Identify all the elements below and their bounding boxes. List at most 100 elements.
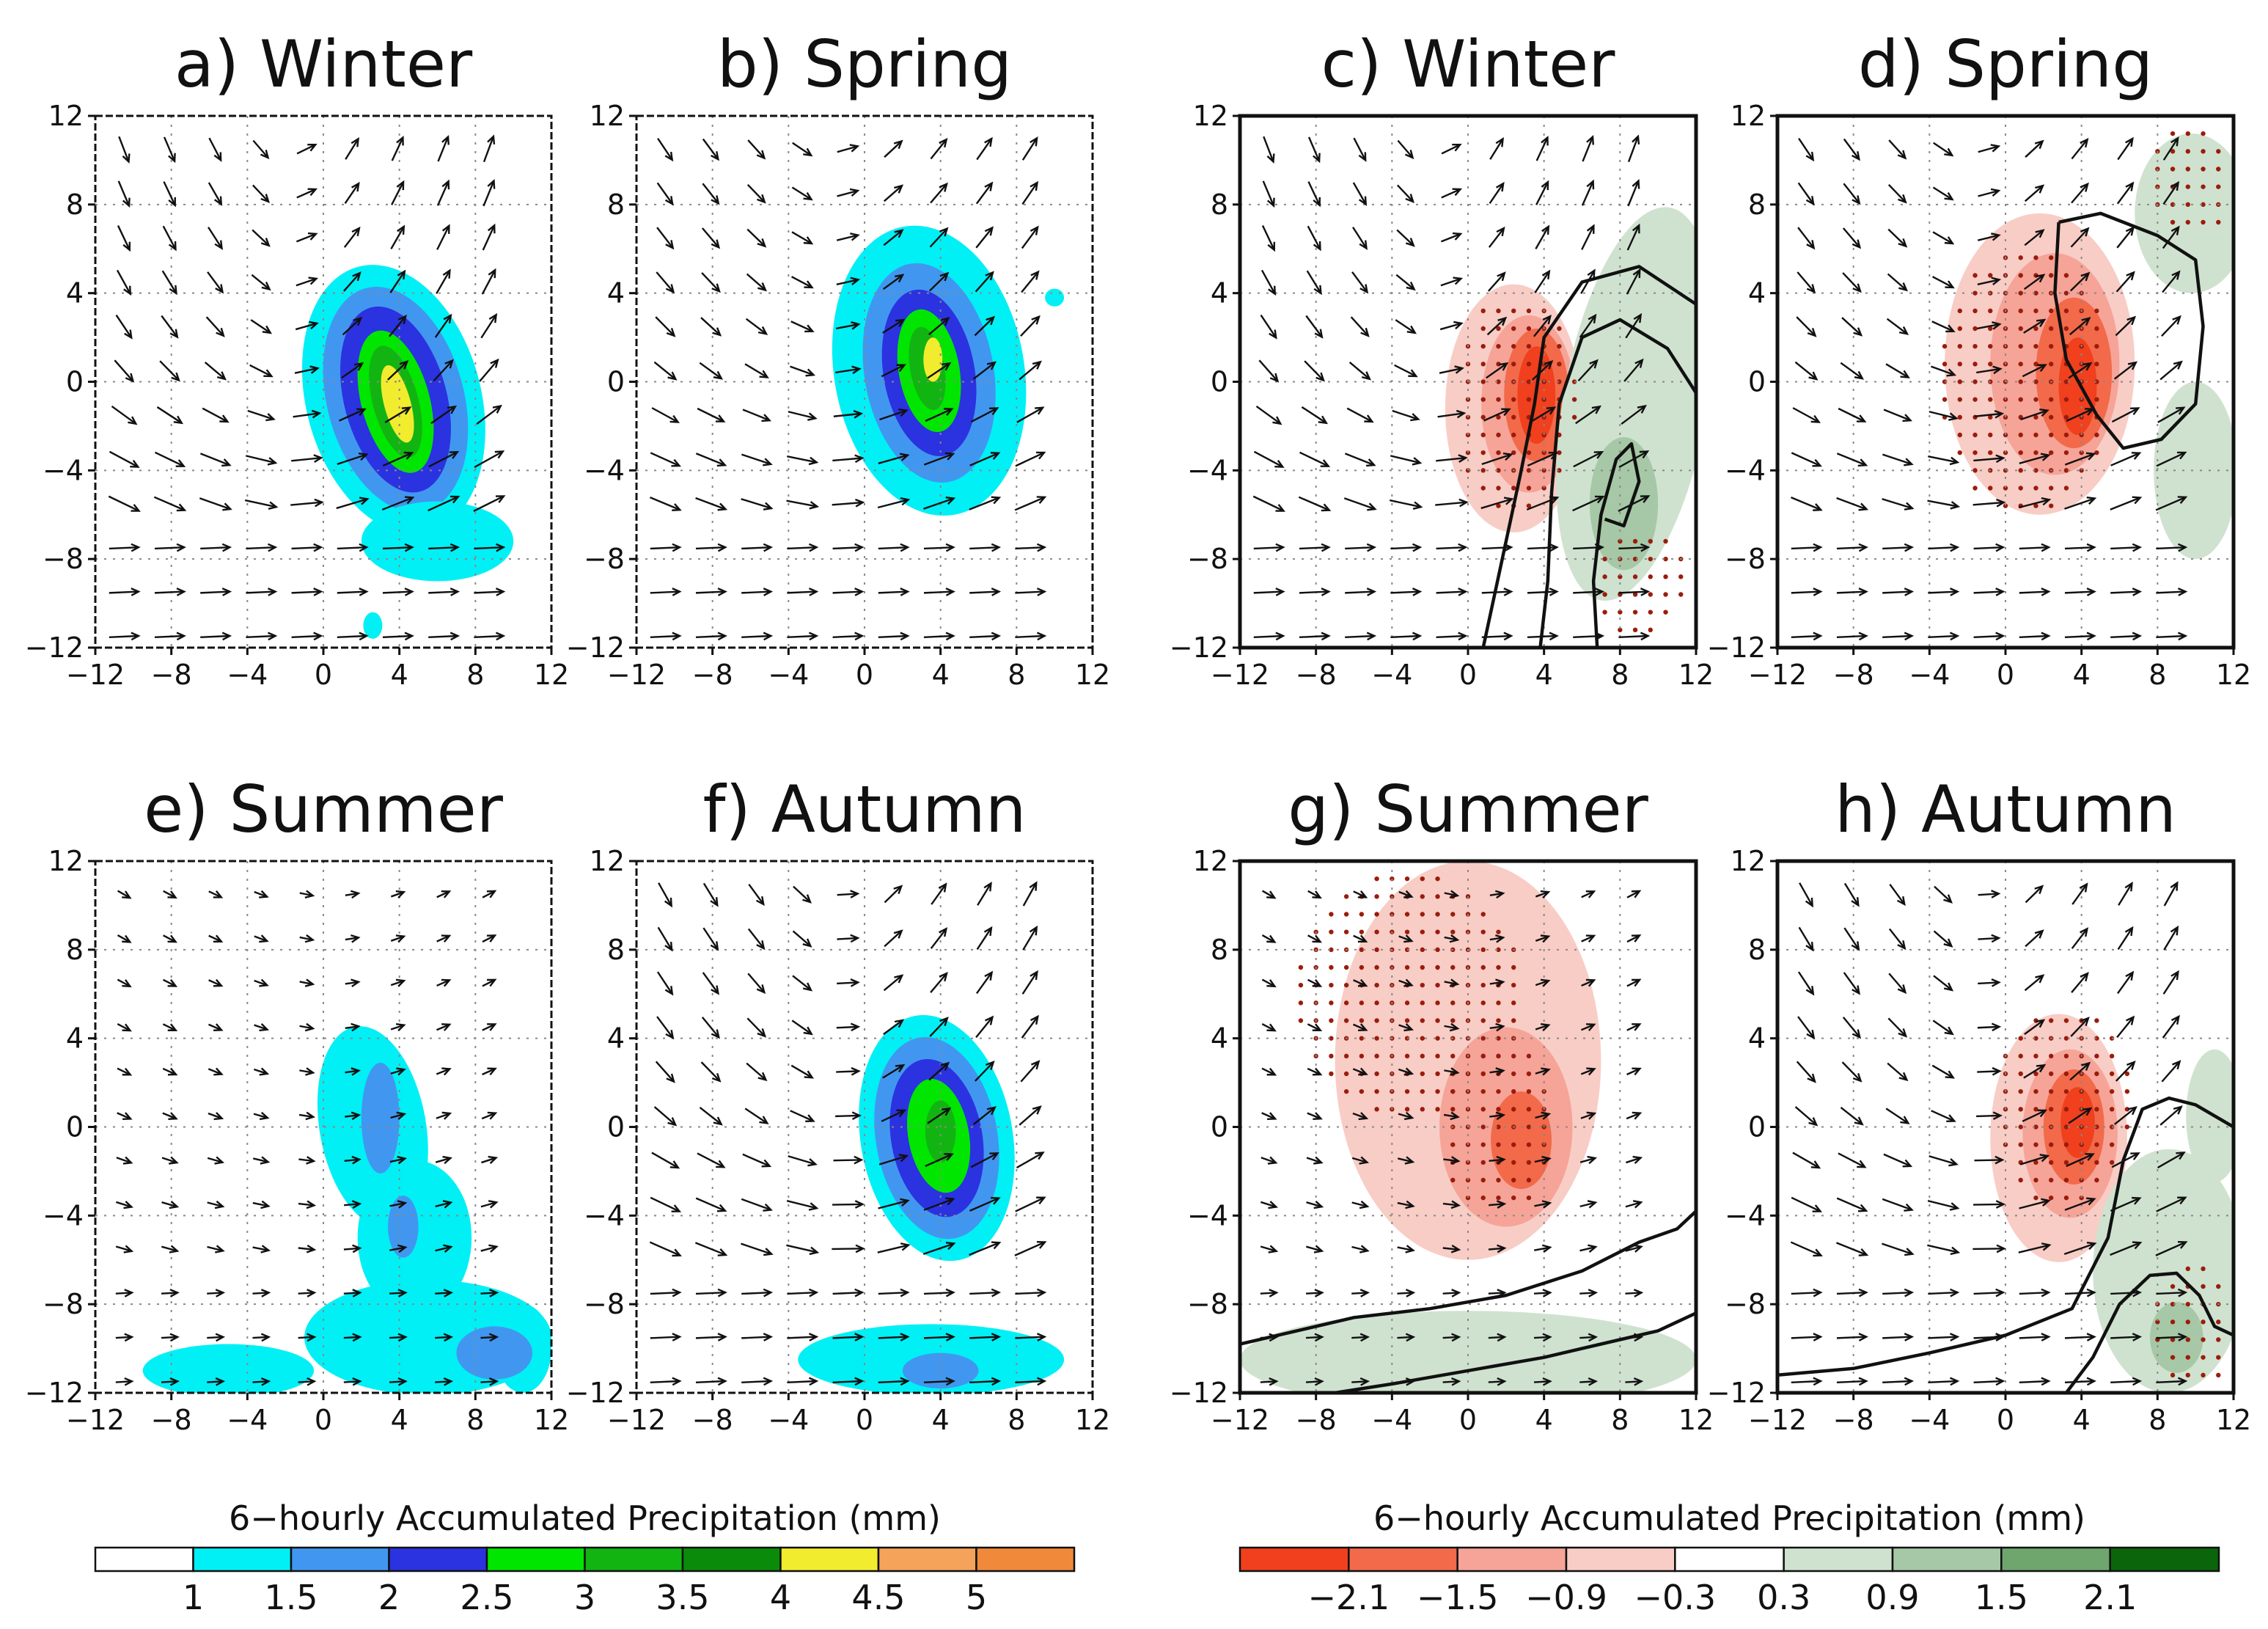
y-tick-label: 8 bbox=[1748, 188, 1766, 221]
wind-arrow bbox=[1882, 1380, 1912, 1383]
stipple-dot bbox=[2109, 1088, 2115, 1094]
wind-arrow bbox=[1489, 183, 1505, 204]
wind-arrow bbox=[162, 1067, 177, 1076]
wind-arrowhead bbox=[1318, 415, 1329, 425]
wind-arrowhead bbox=[1405, 1200, 1415, 1209]
stipple-dot bbox=[1435, 1053, 1440, 1059]
stipple-dot bbox=[1511, 1053, 1516, 1059]
wind-arrow bbox=[1888, 973, 1906, 993]
wind-arrow bbox=[786, 1200, 818, 1209]
wind-arrow bbox=[1299, 634, 1329, 638]
wind-arrow bbox=[1436, 590, 1466, 594]
wind-arrow bbox=[2071, 973, 2088, 993]
colorbar-title: 6−hourly Accumulated Precipitation (mm) bbox=[229, 1498, 941, 1538]
wind-arrow bbox=[883, 1020, 903, 1036]
wind-arrowhead bbox=[404, 543, 414, 552]
wind-arrow bbox=[702, 138, 719, 160]
wind-arrowhead bbox=[2170, 180, 2180, 191]
wind-arrowhead bbox=[1266, 890, 1277, 899]
wind-arrowhead bbox=[1858, 1333, 1868, 1341]
wind-arrowhead bbox=[1587, 268, 1596, 279]
wind-arrow bbox=[787, 590, 817, 594]
wind-arrowhead bbox=[123, 1245, 134, 1253]
wind-arrow bbox=[298, 1158, 315, 1163]
wind-arrowhead bbox=[169, 1333, 180, 1342]
wind-arrowhead bbox=[213, 890, 224, 898]
wind-arrow bbox=[1258, 359, 1279, 382]
stipple-dot bbox=[2201, 1266, 2206, 1272]
stipple-dot bbox=[2185, 1337, 2190, 1342]
wind-arrowhead bbox=[351, 226, 361, 237]
wind-arrow bbox=[1348, 362, 1370, 380]
y-tick-label: 8 bbox=[607, 934, 625, 966]
wind-arrowhead bbox=[221, 543, 232, 552]
wind-arrow bbox=[786, 1244, 818, 1253]
wind-arrow bbox=[835, 367, 860, 374]
stipple-dot bbox=[1678, 574, 1684, 579]
wind-arrow bbox=[343, 1380, 360, 1383]
wind-arrowhead bbox=[2082, 362, 2093, 371]
wind-arrow bbox=[117, 934, 131, 943]
wind-arrow bbox=[972, 1106, 996, 1125]
wind-arrowhead bbox=[900, 1377, 910, 1386]
stipple-dot bbox=[2094, 397, 2099, 402]
wind-arrowhead bbox=[1949, 543, 1960, 552]
wind-arrowhead bbox=[1269, 329, 1277, 340]
wind-arrow bbox=[832, 501, 863, 506]
wind-arrowhead bbox=[2041, 587, 2051, 596]
stipple-dot bbox=[2049, 450, 2054, 455]
stipple-dot bbox=[1526, 308, 1532, 314]
colorbar-tick-label: −0.9 bbox=[1525, 1578, 1607, 1617]
wind-arrow bbox=[428, 590, 458, 594]
stipple-dot bbox=[2170, 131, 2176, 136]
wind-arrow bbox=[1392, 409, 1419, 420]
wind-arrowhead bbox=[167, 979, 178, 987]
wind-arrow bbox=[114, 359, 134, 382]
wind-arrow bbox=[154, 451, 185, 467]
wind-arrowhead bbox=[352, 1244, 362, 1253]
wind-arrow bbox=[474, 590, 504, 594]
y-tick-label: −8 bbox=[43, 1288, 84, 1320]
wind-arrowhead bbox=[1900, 1116, 1910, 1124]
wind-arrowhead bbox=[259, 978, 269, 987]
y-tick-label: −4 bbox=[584, 454, 625, 486]
wind-arrow bbox=[1019, 361, 1041, 381]
wind-arrow bbox=[2115, 1061, 2135, 1082]
colorbar-swatch bbox=[681, 1546, 782, 1573]
wind-arrowhead bbox=[854, 1155, 864, 1165]
wind-arrowhead bbox=[443, 1333, 454, 1342]
stipple-dot bbox=[1988, 273, 1993, 278]
wind-arrowhead bbox=[945, 632, 955, 641]
wind-arrow bbox=[1973, 546, 2003, 550]
wind-arrowhead bbox=[307, 143, 318, 152]
wind-arrowhead bbox=[755, 896, 765, 907]
wind-arrowhead bbox=[1593, 451, 1604, 459]
wind-arrow bbox=[1792, 407, 1820, 423]
wind-arrow bbox=[1887, 183, 1906, 203]
wind-arrowhead bbox=[449, 632, 460, 641]
stipple-dot bbox=[2018, 1036, 2023, 1041]
wind-arrowhead bbox=[1812, 1204, 1823, 1212]
wind-arrowhead bbox=[1586, 179, 1595, 190]
stipple-dot bbox=[2079, 468, 2084, 473]
stipple-dot bbox=[1480, 308, 1486, 314]
wind-arrowhead bbox=[449, 543, 460, 552]
wind-arrowhead bbox=[169, 285, 177, 296]
wind-arrow bbox=[247, 409, 274, 420]
wind-arrowhead bbox=[939, 227, 949, 237]
wind-arrow bbox=[1626, 269, 1641, 295]
wind-arrow bbox=[1626, 1157, 1641, 1164]
stipple-dot bbox=[1435, 1088, 1440, 1094]
wind-arrowhead bbox=[2171, 270, 2181, 280]
stipple-dot bbox=[1480, 1071, 1486, 1077]
stipple-dot bbox=[1972, 273, 1978, 278]
wind-arrowhead bbox=[396, 135, 404, 146]
wind-arrowhead bbox=[1451, 1289, 1461, 1297]
wind-arrow bbox=[1882, 1198, 1912, 1211]
wind-arrow bbox=[1345, 634, 1375, 638]
wind-arrowhead bbox=[1813, 587, 1823, 596]
stipple-dot bbox=[1359, 912, 1365, 917]
stipple-dot bbox=[2049, 414, 2054, 420]
wind-arrow bbox=[117, 1067, 131, 1076]
